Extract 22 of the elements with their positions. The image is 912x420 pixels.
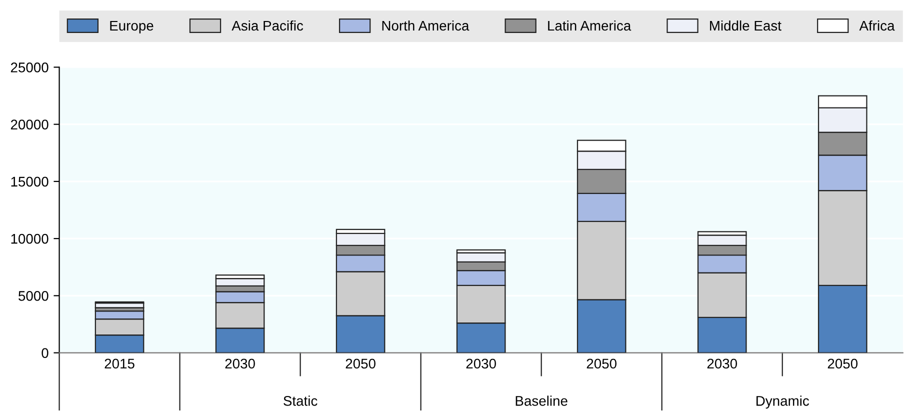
y-tick-label: 25000 xyxy=(10,62,48,72)
y-tick-label: 15000 xyxy=(11,176,48,187)
y-tick-label: 20000 xyxy=(10,120,48,130)
legend-label: Africa xyxy=(859,20,895,31)
x-tick-label: 2015 xyxy=(104,358,134,369)
legend-label: Asia Pacific xyxy=(232,20,304,31)
legend-label: Europe xyxy=(110,20,154,34)
y-tick-label: 10000 xyxy=(11,234,48,244)
y-tick-label: 5000 xyxy=(18,291,48,301)
legend-label: North America xyxy=(382,20,470,31)
x-tick-label: 2050 xyxy=(346,358,376,369)
legend-label: Middle East xyxy=(710,20,782,31)
x-tick-label: 2030 xyxy=(225,358,255,369)
x-tick-label: 2030 xyxy=(466,358,496,369)
text: Static xyxy=(284,396,318,406)
x-tick-label: 2050 xyxy=(586,358,616,369)
text: Dynamic xyxy=(756,396,810,409)
x-tick-label: 2030 xyxy=(707,358,738,369)
text: Baseline xyxy=(516,396,568,406)
y-tick-label: 0 xyxy=(42,348,48,358)
x-tick-label: 2050 xyxy=(828,358,858,369)
legend-label: Latin America xyxy=(548,20,632,31)
